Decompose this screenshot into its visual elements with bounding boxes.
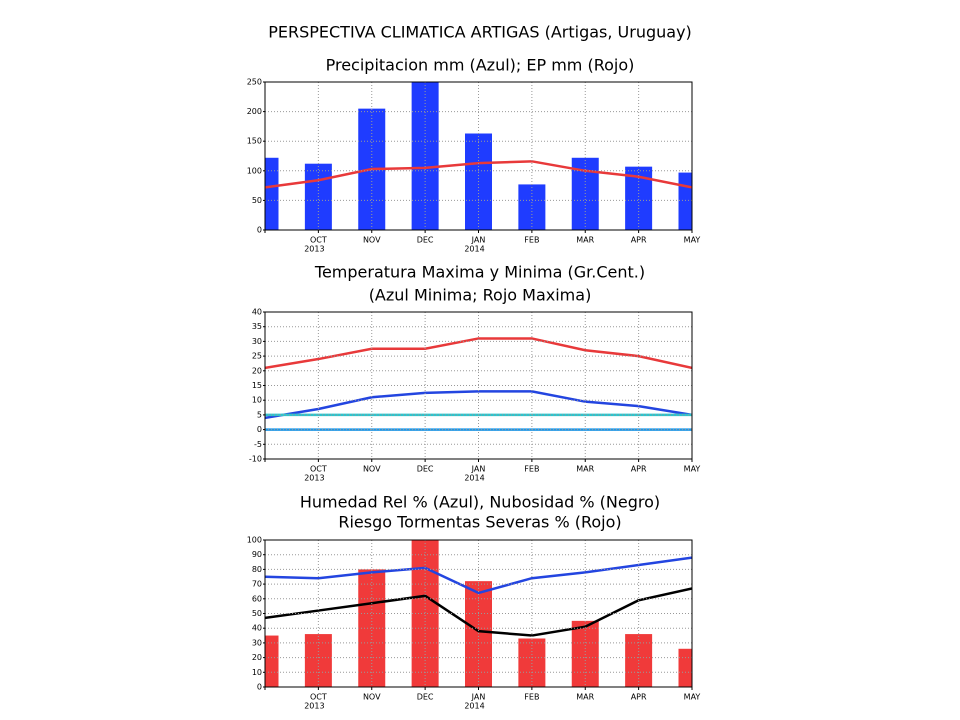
y-tick-label: 0	[257, 683, 262, 692]
y-tick-label: -5	[254, 440, 262, 449]
y-tick-label: 150	[247, 137, 262, 146]
x-tick-label: NOV	[363, 693, 381, 702]
x-tick-label: OCT	[310, 465, 327, 474]
chart-subtitle: Riesgo Tormentas Severas % (Rojo)	[338, 513, 621, 532]
y-tick-label: 0	[257, 226, 262, 235]
plot-frame	[264, 539, 693, 688]
x-tick-label: MAR	[576, 693, 594, 702]
y-tick-label: -10	[249, 455, 262, 464]
x-tick-label: OCT	[310, 236, 327, 245]
y-tick-label: 90	[252, 550, 262, 559]
x-tick-label: JAN	[471, 236, 486, 245]
bar	[265, 635, 279, 687]
line	[265, 556, 692, 595]
x-tick-label: APR	[631, 465, 647, 474]
x-tick-label: FEB	[524, 693, 539, 702]
chart-title: Precipitacion mm (Azul); EP mm (Rojo)	[326, 56, 635, 75]
x-tick-label: OCT	[310, 693, 327, 702]
x-tick-label: NOV	[363, 465, 381, 474]
x-tick-label: FEB	[524, 236, 539, 245]
line	[265, 390, 692, 420]
y-tick-label: 25	[252, 352, 262, 361]
x-year-label: 2013	[304, 474, 324, 483]
x-tick-label: MAY	[684, 465, 701, 474]
x-tick-label: MAY	[684, 236, 701, 245]
y-tick-label: 10	[252, 396, 262, 405]
bar	[678, 648, 692, 687]
x-year-label: 2014	[464, 474, 484, 483]
line	[265, 587, 692, 637]
bar	[411, 82, 439, 230]
main-title: PERSPECTIVA CLIMATICA ARTIGAS (Artigas, …	[268, 23, 692, 42]
y-tick-label: 100	[247, 166, 262, 175]
plot-frame	[264, 311, 693, 460]
y-tick-label: 40	[252, 308, 262, 317]
y-tick-label: 60	[252, 594, 262, 603]
y-tick-label: 30	[252, 337, 262, 346]
y-tick-label: 15	[252, 381, 262, 390]
y-tick-label: 30	[252, 638, 262, 647]
y-tick-label: 10	[252, 668, 262, 677]
x-tick-label: APR	[631, 236, 647, 245]
x-year-label: 2013	[304, 702, 324, 711]
x-tick-label: JAN	[471, 693, 486, 702]
x-year-label: 2014	[464, 245, 484, 254]
x-tick-label: FEB	[524, 465, 539, 474]
plot-frame	[264, 81, 693, 231]
y-tick-label: 0	[257, 425, 262, 434]
bar	[518, 184, 546, 230]
y-tick-label: 100	[247, 536, 262, 545]
y-tick-label: 250	[247, 78, 262, 87]
x-tick-label: MAR	[576, 465, 594, 474]
y-tick-label: 70	[252, 580, 262, 589]
x-tick-label: MAY	[684, 693, 701, 702]
x-tick-label: DEC	[417, 465, 434, 474]
line	[265, 337, 692, 370]
y-tick-label: 20	[252, 653, 262, 662]
chart-subtitle: (Azul Minima; Rojo Maxima)	[369, 286, 592, 305]
x-year-label: 2013	[304, 245, 324, 254]
y-tick-label: 50	[252, 609, 262, 618]
x-tick-label: DEC	[417, 236, 434, 245]
x-tick-label: MAR	[576, 236, 594, 245]
x-tick-label: DEC	[417, 693, 434, 702]
y-tick-label: 80	[252, 565, 262, 574]
y-tick-label: 50	[252, 196, 262, 205]
x-tick-label: NOV	[363, 236, 381, 245]
y-tick-label: 200	[247, 107, 262, 116]
chart-title: Temperatura Maxima y Minima (Gr.Cent.)	[314, 263, 645, 282]
y-tick-label: 35	[252, 322, 262, 331]
y-tick-label: 20	[252, 366, 262, 375]
x-year-label: 2014	[464, 702, 484, 711]
y-tick-label: 40	[252, 624, 262, 633]
plot	[265, 82, 692, 230]
y-tick-label: 5	[257, 410, 262, 419]
chart-title: Humedad Rel % (Azul), Nubosidad % (Negro…	[300, 493, 660, 512]
x-tick-label: JAN	[471, 465, 486, 474]
bar	[265, 157, 279, 230]
x-tick-label: APR	[631, 693, 647, 702]
